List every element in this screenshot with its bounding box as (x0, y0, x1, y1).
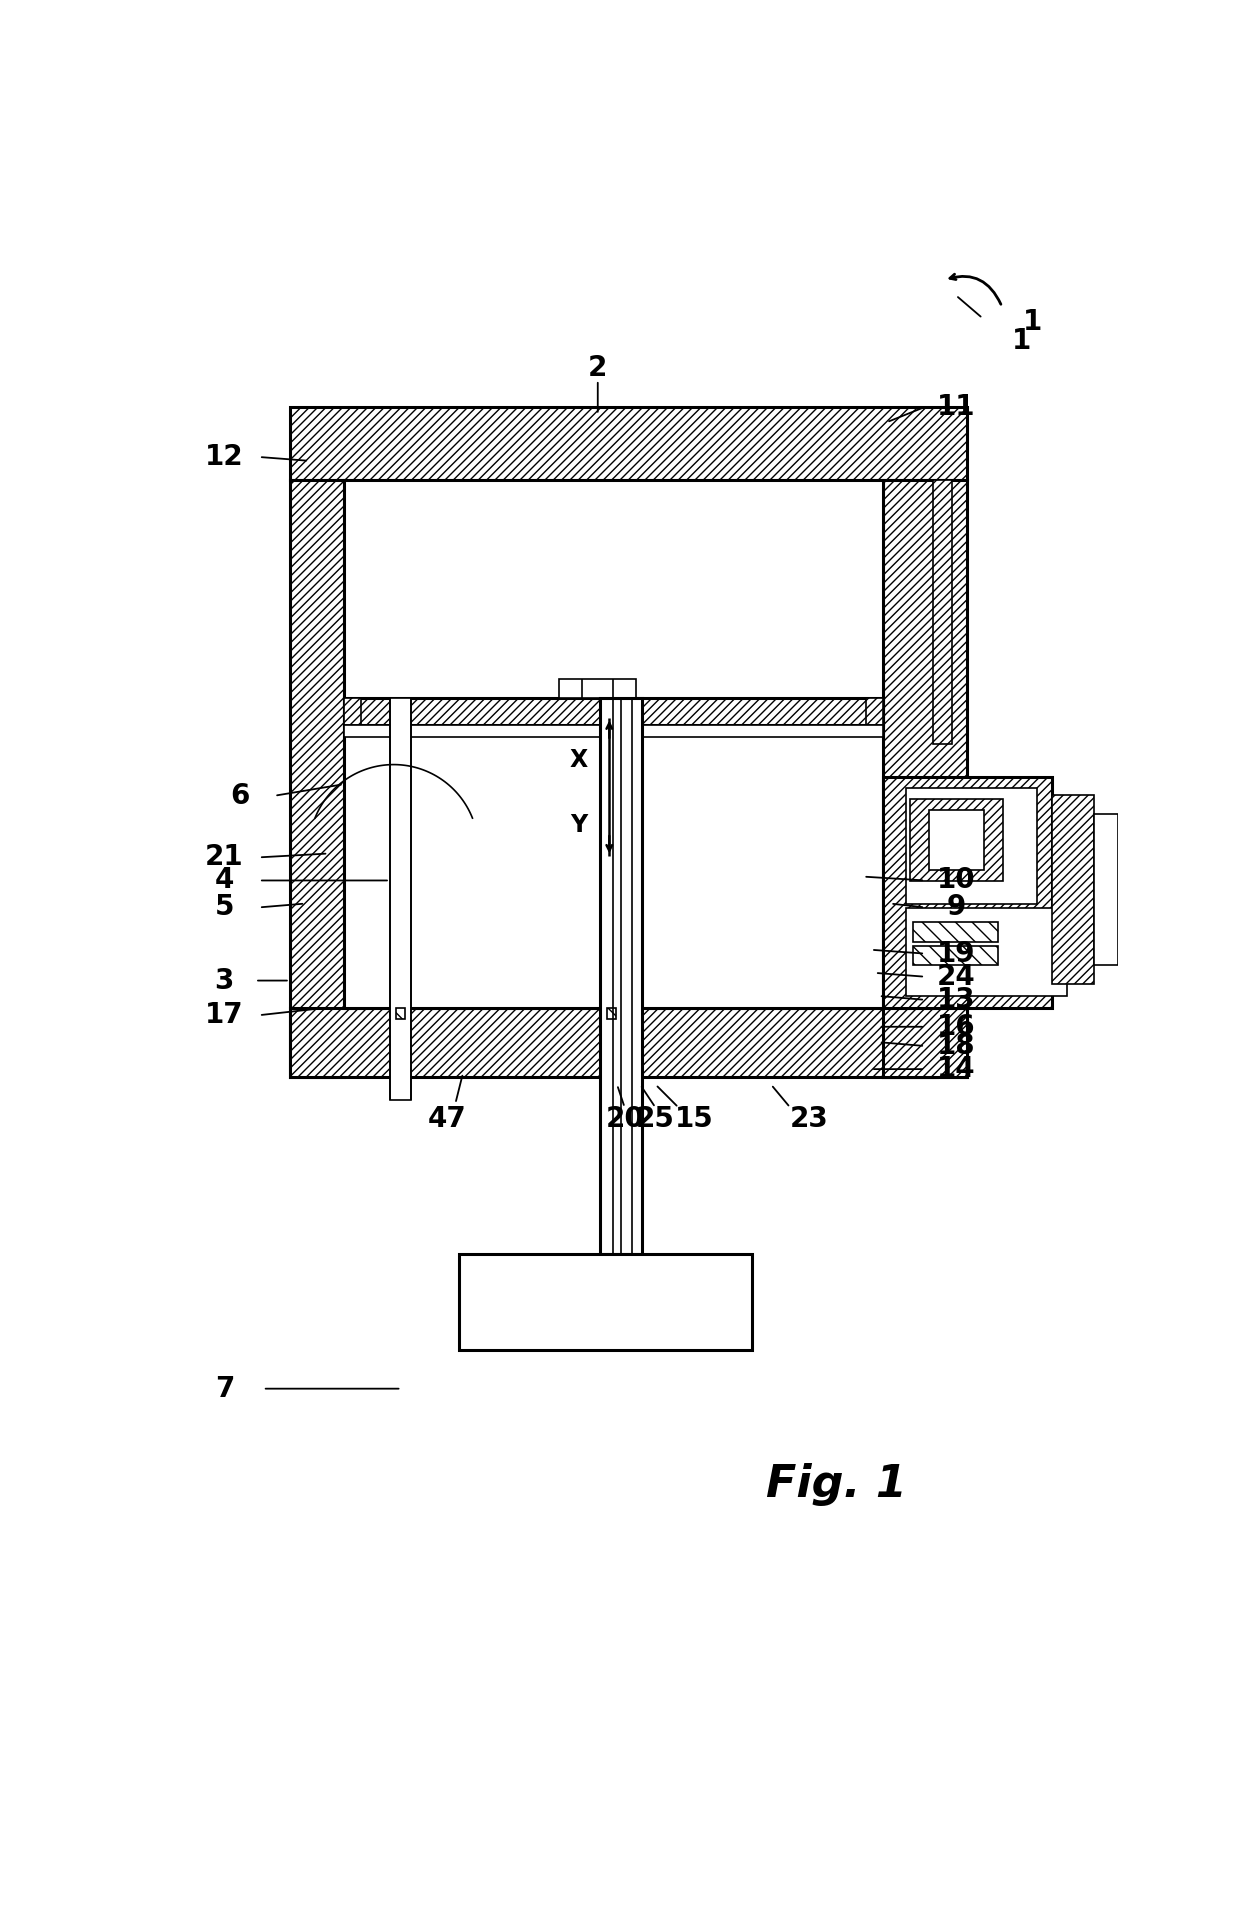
Bar (913, 947, 998, 966)
Bar (1052, 794, 1094, 985)
Text: 25: 25 (635, 1105, 675, 1134)
Text: 9: 9 (946, 893, 966, 922)
Text: 18: 18 (937, 1031, 976, 1060)
Bar (396, 1008, 405, 1018)
Bar (290, 1008, 937, 1078)
Text: 20: 20 (606, 1105, 644, 1134)
Bar (460, 1253, 751, 1350)
Text: 21: 21 (206, 843, 244, 871)
Text: 3: 3 (214, 966, 234, 995)
Text: 23: 23 (790, 1105, 829, 1134)
Bar (906, 908, 1068, 997)
Bar (290, 480, 344, 1078)
Text: Y: Y (569, 814, 587, 837)
Bar (559, 679, 637, 698)
Text: 15: 15 (674, 1105, 714, 1134)
Bar (882, 480, 967, 1078)
Text: 5: 5 (214, 893, 234, 922)
Bar (344, 725, 882, 736)
Bar (866, 698, 882, 725)
Bar (344, 698, 360, 725)
Bar (344, 480, 882, 1008)
Text: 19: 19 (937, 939, 976, 968)
Bar (928, 810, 983, 870)
Text: Fig. 1: Fig. 1 (766, 1463, 907, 1506)
Text: 14: 14 (937, 1055, 976, 1084)
Bar (882, 777, 1052, 1008)
Bar (906, 789, 1037, 904)
Bar (344, 698, 882, 725)
Text: 1: 1 (1012, 328, 1030, 355)
Text: 17: 17 (206, 1001, 244, 1030)
Bar (290, 407, 967, 480)
Text: 4: 4 (214, 866, 234, 895)
Bar (599, 698, 642, 1253)
Bar (1094, 814, 1118, 966)
Bar (913, 922, 998, 941)
Bar (607, 1008, 617, 1018)
Text: 16: 16 (937, 1012, 976, 1041)
Text: 10: 10 (937, 866, 976, 895)
Bar (933, 480, 952, 744)
Text: 24: 24 (937, 962, 976, 991)
Text: 47: 47 (429, 1105, 467, 1134)
Text: 11: 11 (937, 393, 976, 420)
Text: 2: 2 (588, 355, 608, 382)
Text: 6: 6 (231, 781, 249, 810)
Bar (390, 698, 411, 1099)
Text: 1: 1 (1023, 308, 1043, 335)
Text: 7: 7 (214, 1375, 234, 1404)
Text: 12: 12 (206, 443, 244, 470)
Text: 13: 13 (937, 985, 976, 1014)
Bar (910, 798, 1003, 881)
Text: X: X (569, 748, 588, 771)
Bar (882, 1008, 967, 1078)
